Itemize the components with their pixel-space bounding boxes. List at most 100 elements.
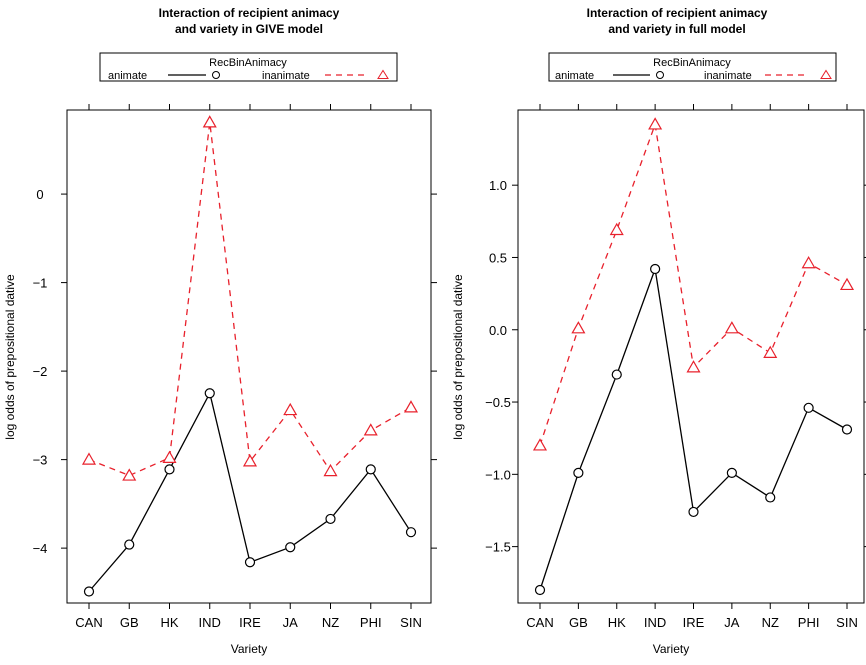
data-point-animate — [83, 586, 95, 597]
x-tick-label: CAN — [75, 615, 102, 630]
y-tick-label: −1.0 — [485, 467, 511, 482]
y-tick-label: 0.5 — [489, 250, 507, 265]
data-point-animate — [405, 527, 417, 538]
x-axis-label: Variety — [231, 642, 267, 656]
legend-box — [99, 52, 398, 82]
legend-title: RecBinAnimacy — [653, 57, 731, 69]
legend: RecBinAnimacy animate inanimate — [99, 52, 398, 82]
x-axis-label: Variety — [653, 642, 689, 656]
x-tick-label: IND — [644, 615, 666, 630]
data-point-animate — [650, 263, 661, 275]
data-point-inanimate — [403, 400, 419, 413]
data-point-inanimate — [571, 321, 586, 334]
data-point-animate — [164, 464, 175, 475]
legend-marker-animate — [656, 71, 664, 79]
x-tick-label: SIN — [836, 615, 858, 630]
series-line-inanimate — [539, 124, 848, 446]
legend-marker-inanimate — [820, 69, 832, 79]
series-line-inanimate — [88, 122, 412, 477]
data-point-animate — [611, 369, 622, 380]
data-point-animate — [803, 402, 814, 413]
data-point-inanimate — [839, 277, 855, 291]
x-axis: CAN GB HK IND IRE JA NZ PHI SIN — [75, 104, 422, 630]
y-axis-label: log odds of prepositional dative — [451, 274, 465, 440]
y-tick-label: −4 — [33, 541, 48, 556]
data-point-inanimate — [686, 360, 701, 373]
legend: RecBinAnimacy animate inanimate — [548, 52, 837, 82]
data-point-inanimate — [648, 117, 663, 130]
x-tick-label: GB — [120, 615, 139, 630]
data-point-animate — [573, 467, 584, 478]
panel-give-model: Interaction of recipient animacy and var… — [3, 6, 437, 656]
legend-label-inanimate: inanimate — [262, 70, 310, 82]
y-tick-label: 0.0 — [489, 323, 507, 338]
series-line-animate — [539, 268, 848, 591]
x-tick-label: IND — [199, 615, 221, 630]
chart-title-line-2: and variety in full model — [608, 22, 745, 36]
y-tick-label: 0 — [36, 187, 43, 202]
chart-title-line-1: Interaction of recipient animacy — [159, 6, 340, 20]
x-axis: CAN GB HK IND IRE JA NZ PHI SIN — [526, 104, 858, 630]
x-tick-label: PHI — [360, 615, 382, 630]
x-tick-label: GB — [569, 615, 588, 630]
plot-frame — [517, 109, 865, 604]
data-point-animate — [124, 539, 135, 550]
data-point-inanimate — [122, 468, 137, 481]
data-point-animate — [726, 467, 737, 478]
y-axis: 0 −1 −2 −3 −4 — [33, 187, 437, 556]
data-point-animate — [285, 542, 296, 553]
y-axis-label: log odds of prepositional dative — [3, 274, 17, 440]
legend-label-animate: animate — [108, 70, 147, 82]
x-tick-label: HK — [160, 615, 178, 630]
y-tick-label: 1.0 — [489, 178, 507, 193]
data-point-animate — [244, 557, 256, 568]
data-point-inanimate — [323, 463, 338, 477]
plot-frame — [66, 109, 432, 604]
data-point-inanimate — [162, 450, 177, 463]
data-point-animate — [841, 424, 853, 435]
x-tick-label: SIN — [400, 615, 422, 630]
y-tick-label: −3 — [33, 453, 48, 468]
data-point-animate — [325, 513, 336, 525]
data-point-inanimate — [363, 423, 378, 436]
data-point-inanimate — [283, 402, 298, 416]
legend-label-inanimate: inanimate — [704, 70, 752, 82]
x-tick-label: HK — [608, 615, 626, 630]
data-point-inanimate — [81, 452, 97, 465]
x-tick-label: CAN — [526, 615, 553, 630]
y-axis: 1.0 0.5 0.0 −0.5 −1.0 −1.5 — [485, 178, 866, 555]
panel-full-model: Interaction of recipient animacy and var… — [451, 6, 866, 656]
y-tick-label: −1 — [33, 276, 48, 291]
x-tick-label: NZ — [762, 615, 779, 630]
legend-marker-animate — [212, 71, 220, 79]
x-tick-label: IRE — [683, 615, 705, 630]
y-tick-label: −0.5 — [485, 395, 511, 410]
data-point-inanimate — [763, 345, 778, 358]
series-layer — [532, 117, 855, 596]
x-tick-label: PHI — [798, 615, 820, 630]
y-tick-label: −1.5 — [485, 540, 511, 555]
chart-title-line-1: Interaction of recipient animacy — [587, 6, 768, 20]
data-point-animate — [365, 464, 376, 475]
data-point-animate — [534, 584, 546, 596]
chart-title-line-2: and variety in GIVE model — [175, 22, 323, 36]
legend-title: RecBinAnimacy — [209, 57, 287, 69]
x-tick-label: JA — [283, 615, 299, 630]
data-point-inanimate — [609, 222, 624, 236]
legend-box — [548, 52, 837, 82]
data-point-inanimate — [202, 115, 217, 128]
legend-label-animate: animate — [555, 70, 594, 82]
data-point-animate — [765, 492, 776, 503]
data-point-inanimate — [532, 438, 548, 451]
x-tick-label: JA — [724, 615, 740, 630]
y-tick-label: −2 — [33, 364, 48, 379]
data-point-animate — [688, 506, 699, 518]
x-tick-label: NZ — [322, 615, 339, 630]
legend-marker-inanimate — [377, 69, 389, 79]
series-layer — [81, 115, 419, 597]
x-tick-label: IRE — [239, 615, 261, 630]
data-point-inanimate — [242, 454, 258, 467]
data-point-inanimate — [724, 321, 739, 334]
data-point-inanimate — [801, 256, 816, 269]
